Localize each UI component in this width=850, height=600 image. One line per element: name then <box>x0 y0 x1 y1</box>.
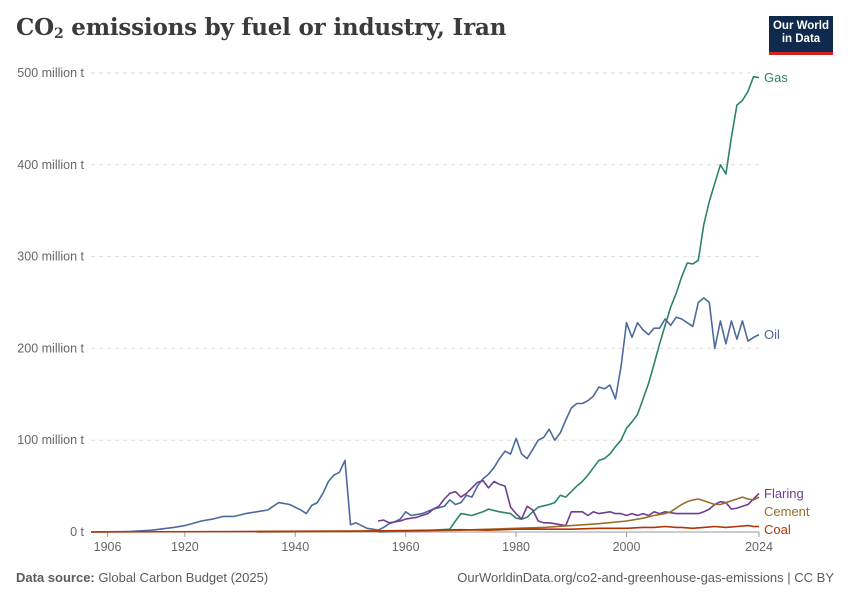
source-url-link[interactable]: OurWorldinData.org/co2-and-greenhouse-ga… <box>457 570 834 585</box>
y-tick-label: 100 million t <box>17 433 84 447</box>
logo-line-1: Our World <box>772 20 829 32</box>
grid-layer: 0 t 100 million t 200 million t 300 million… <box>17 66 773 554</box>
y-tick-label: 200 million t <box>17 341 84 355</box>
series-layer <box>90 75 760 533</box>
series-label-gas: Gas <box>764 70 788 85</box>
x-tick-label: 1920 <box>171 540 199 554</box>
x-tick-label: 1960 <box>392 540 420 554</box>
series-label-cement: Cement <box>764 504 810 519</box>
chart-title: CO2 emissions by fuel or industry, Iran <box>16 14 507 42</box>
y-tick-label: 500 million t <box>17 66 84 80</box>
series-line-oil <box>90 297 760 533</box>
y-tick-label: 300 million t <box>17 250 84 264</box>
x-tick-label: 2000 <box>613 540 641 554</box>
x-tick-label: 1940 <box>281 540 309 554</box>
series-label-coal: Coal <box>764 522 791 537</box>
x-tick-label: 1980 <box>502 540 530 554</box>
series-label-oil: Oil <box>764 327 780 342</box>
owid-logo[interactable]: Our World in Data <box>769 16 833 55</box>
series-line-cement <box>256 496 760 533</box>
y-tick-label: 400 million t <box>17 158 84 172</box>
data-source: Data source: Global Carbon Budget (2025) <box>16 570 269 585</box>
series-label-flaring: Flaring <box>764 486 804 501</box>
logo-line-2: in Data <box>781 33 821 45</box>
label-layer: Gas Oil Flaring Cement Coal <box>764 70 810 537</box>
x-tick-label: 1906 <box>94 540 122 554</box>
series-line-coal <box>90 524 759 533</box>
y-tick-label: 0 t <box>70 525 84 539</box>
series-line-gas <box>378 75 760 533</box>
x-tick-label: 2024 <box>745 540 773 554</box>
series-line-flaring <box>377 479 760 527</box>
